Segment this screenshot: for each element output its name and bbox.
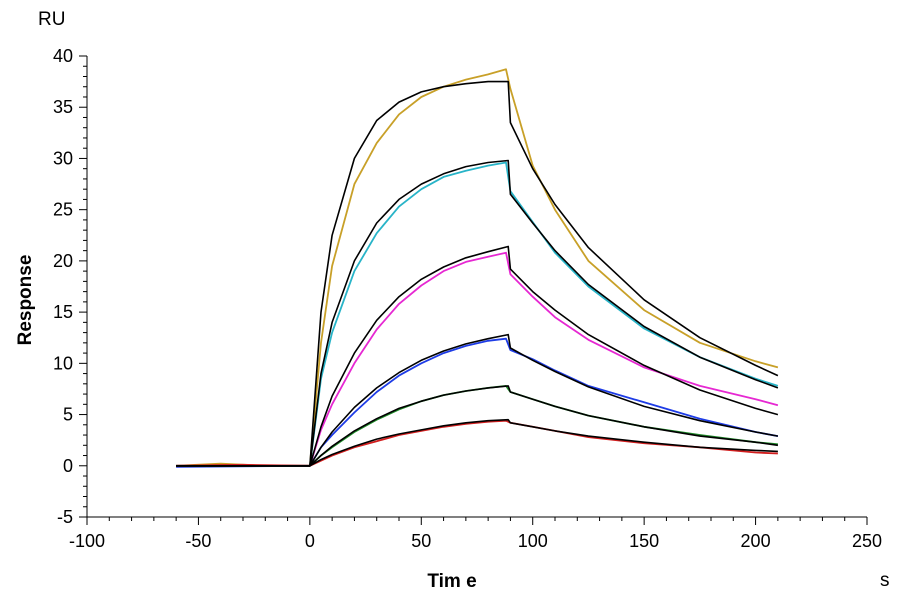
fit-curve-6: [176, 418, 778, 467]
y-tick-label: 15: [53, 302, 73, 322]
x-tick-label: 100: [518, 531, 548, 551]
data-curve-6: [176, 419, 778, 467]
x-tick-label: 0: [305, 531, 315, 551]
fit-curve-1: [176, 80, 779, 467]
x-tick-label: 200: [741, 531, 771, 551]
data-curve-5: [176, 385, 778, 467]
y-tick-label: 5: [63, 405, 73, 425]
y-tick-label: 10: [53, 353, 73, 373]
data-curve-1: [176, 68, 779, 467]
y-tick-label: 40: [53, 46, 73, 66]
y-axis-unit: RU: [38, 9, 65, 30]
y-tick-label: 30: [53, 148, 73, 168]
x-axis-title: Tim e: [427, 571, 476, 592]
fit-curve-4: [176, 333, 779, 467]
y-tick-label: 25: [53, 200, 73, 220]
x-axis-unit: s: [880, 570, 890, 591]
y-tick-label: 20: [53, 251, 73, 271]
x-tick-label: -100: [69, 531, 105, 551]
fit-curve-3: [176, 245, 779, 467]
x-tick-label: 250: [852, 531, 882, 551]
fit-curve-2: [176, 159, 779, 467]
x-tick-label: 150: [629, 531, 659, 551]
y-axis-title: Response: [15, 255, 36, 346]
data-curve-3: [176, 251, 779, 467]
y-tick-label: 0: [63, 456, 73, 476]
y-tick-label: 35: [53, 97, 73, 117]
x-tick-label: 50: [411, 531, 431, 551]
data-curve-2: [176, 161, 779, 467]
fit-curve-5: [176, 385, 779, 467]
x-tick-label: -50: [185, 531, 211, 551]
y-tick-label: -5: [57, 507, 73, 527]
series-group: [176, 68, 779, 468]
axes: [86, 56, 867, 518]
data-curve-4: [176, 337, 779, 468]
